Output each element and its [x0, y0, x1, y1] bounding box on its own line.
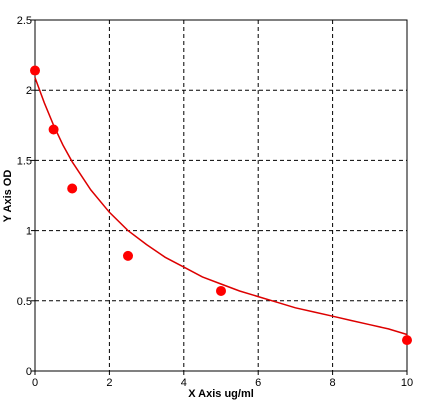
data-points [30, 65, 412, 346]
data-point [67, 183, 78, 194]
x-tick-label: 10 [401, 377, 413, 389]
data-point [48, 124, 59, 135]
y-axis-label: Y Axis OD [2, 170, 14, 223]
data-point [30, 65, 40, 76]
y-tick-label: 0.5 [17, 296, 32, 308]
x-tick-label: 6 [255, 377, 261, 389]
y-tick-label: 1.5 [17, 155, 32, 167]
y-tick-label: 1 [26, 226, 32, 238]
x-tick-label: 0 [32, 377, 38, 389]
x-tick-label: 4 [181, 377, 187, 389]
data-point [216, 285, 226, 296]
data-point [123, 250, 133, 261]
tick-labels: 0 2 4 6 8 10 0 0.5 1 1.5 2 2.5 [17, 15, 413, 389]
plot-frame [34, 19, 408, 372]
x-axis-label: X Axis ug/ml [188, 388, 254, 400]
data-point [402, 335, 412, 346]
y-tick-label: 0 [26, 366, 32, 378]
x-tick-label: 2 [106, 377, 112, 389]
fit-curve-layer [34, 77, 408, 336]
axes [31, 19, 408, 375]
fit-curve [34, 77, 408, 336]
x-tick-label: 8 [330, 377, 336, 389]
y-tick-label: 2.5 [17, 15, 32, 27]
y-tick-label: 2 [26, 85, 32, 97]
grid-lines [35, 20, 407, 371]
